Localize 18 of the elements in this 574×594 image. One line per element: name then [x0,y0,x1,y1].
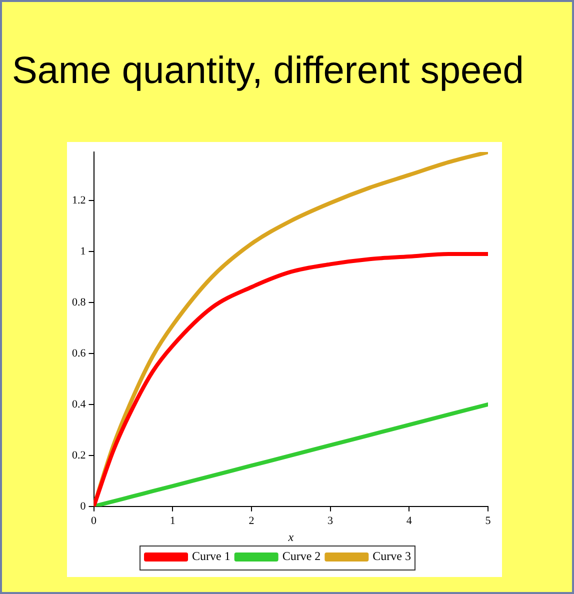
y-tick-label: 1.2 [72,194,86,206]
x-tick-label: 5 [485,514,492,527]
x-tick-label: 4 [406,514,412,527]
legend-label: Curve 3 [372,549,411,564]
x-tick-label: 0 [91,514,97,527]
x-tick-label: 1 [170,514,176,527]
y-tick-label: 0.4 [72,398,86,410]
legend-label: Curve 2 [282,549,321,564]
legend-label: Curve 1 [192,549,230,564]
y-tick-label: 0.2 [72,449,86,462]
y-tick-label: 1 [80,245,86,258]
x-tick-label: 2 [248,514,254,527]
y-tick-label: 0 [80,500,86,512]
chart-title: Same quantity, different speed [12,50,524,93]
y-tick-label: 0.8 [72,296,86,308]
y-tick-label: 0.6 [72,347,86,360]
x-axis-title: x [287,530,294,544]
x-tick-label: 3 [328,514,334,527]
